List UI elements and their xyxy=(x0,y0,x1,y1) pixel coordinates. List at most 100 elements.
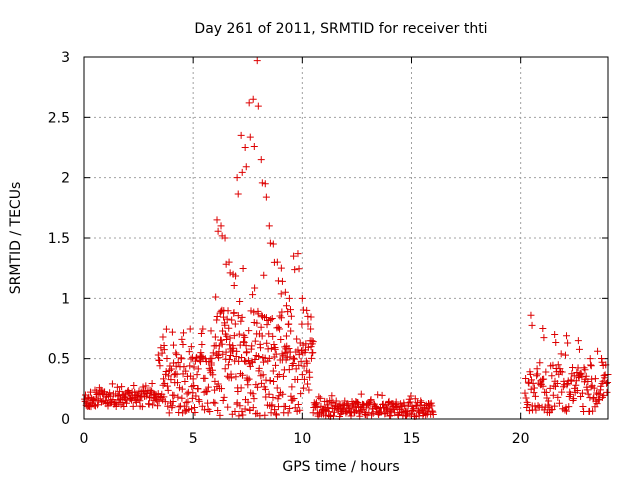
data-point xyxy=(154,402,162,410)
data-point xyxy=(179,341,187,349)
data-point xyxy=(559,383,567,391)
data-point xyxy=(307,313,315,321)
data-point xyxy=(587,383,595,391)
data-point xyxy=(345,404,353,412)
data-point xyxy=(217,222,225,230)
data-point xyxy=(211,333,219,341)
data-point xyxy=(246,407,254,415)
data-point xyxy=(316,394,324,402)
data-point xyxy=(233,347,241,355)
data-point xyxy=(298,371,306,379)
data-point xyxy=(583,386,591,394)
data-point xyxy=(287,327,295,335)
data-point xyxy=(531,392,539,400)
data-point xyxy=(306,373,314,381)
data-point xyxy=(324,403,332,411)
data-point xyxy=(566,390,574,398)
data-point xyxy=(190,363,198,371)
data-point xyxy=(595,396,603,404)
y-tick-label: 1 xyxy=(61,291,70,307)
data-point xyxy=(254,383,262,391)
data-point xyxy=(180,402,188,410)
data-point xyxy=(582,372,590,380)
data-point xyxy=(168,402,176,410)
data-point xyxy=(191,408,199,416)
data-point xyxy=(239,411,247,419)
data-point xyxy=(578,389,586,397)
data-point xyxy=(231,408,239,416)
data-point xyxy=(166,362,174,370)
data-point xyxy=(261,411,269,419)
data-point xyxy=(272,361,280,369)
data-point xyxy=(268,401,276,409)
data-point xyxy=(575,345,583,353)
data-point xyxy=(269,332,277,340)
data-point xyxy=(294,346,302,354)
data-point xyxy=(317,402,325,410)
data-point xyxy=(259,358,267,366)
data-point xyxy=(250,308,258,316)
data-point xyxy=(417,397,425,405)
data-point xyxy=(250,142,258,150)
data-point xyxy=(213,316,221,324)
data-point xyxy=(276,312,284,320)
data-point xyxy=(277,290,285,298)
data-point xyxy=(275,392,283,400)
data-point xyxy=(261,385,269,393)
data-point xyxy=(600,391,608,399)
data-point xyxy=(368,411,376,419)
data-point xyxy=(198,353,206,361)
data-point xyxy=(303,306,311,314)
data-point xyxy=(354,399,362,407)
data-point xyxy=(182,399,190,407)
data-point xyxy=(209,371,217,379)
data-point xyxy=(218,385,226,393)
data-point xyxy=(108,380,116,388)
chart-title: Day 261 of 2011, SRMTID for receiver tht… xyxy=(194,21,487,37)
data-point xyxy=(185,348,193,356)
data-point xyxy=(184,398,192,406)
data-point xyxy=(584,378,592,386)
data-point xyxy=(246,133,254,141)
data-point xyxy=(277,336,285,344)
data-point xyxy=(264,345,272,353)
data-point xyxy=(584,390,592,398)
data-point xyxy=(170,391,178,399)
data-point xyxy=(261,180,269,188)
data-point xyxy=(188,405,196,413)
data-point xyxy=(272,410,280,418)
x-tick-label: 10 xyxy=(293,431,311,447)
data-point xyxy=(242,163,250,171)
data-point xyxy=(214,380,222,388)
data-point xyxy=(216,411,224,419)
data-point xyxy=(162,367,170,375)
data-point xyxy=(307,343,315,351)
data-point xyxy=(325,408,333,416)
data-point xyxy=(561,351,569,359)
data-point xyxy=(197,349,205,357)
data-point xyxy=(526,370,534,378)
data-point xyxy=(116,387,124,395)
data-point xyxy=(219,327,227,335)
data-point xyxy=(165,409,173,417)
data-point xyxy=(540,334,548,342)
y-tick-label: 2 xyxy=(61,171,70,187)
data-point xyxy=(277,264,285,272)
data-point xyxy=(187,343,195,351)
data-point xyxy=(532,406,540,414)
data-point xyxy=(330,408,338,416)
data-point xyxy=(295,361,303,369)
data-point xyxy=(578,373,586,381)
data-point xyxy=(213,216,221,224)
data-point xyxy=(542,368,550,376)
data-point xyxy=(291,355,299,363)
data-point xyxy=(249,404,257,412)
data-point xyxy=(543,394,551,402)
data-point xyxy=(298,320,306,328)
data-point xyxy=(225,324,233,332)
data-point xyxy=(186,362,194,370)
data-point xyxy=(429,411,437,419)
data-point xyxy=(257,379,265,387)
data-point xyxy=(267,316,275,324)
